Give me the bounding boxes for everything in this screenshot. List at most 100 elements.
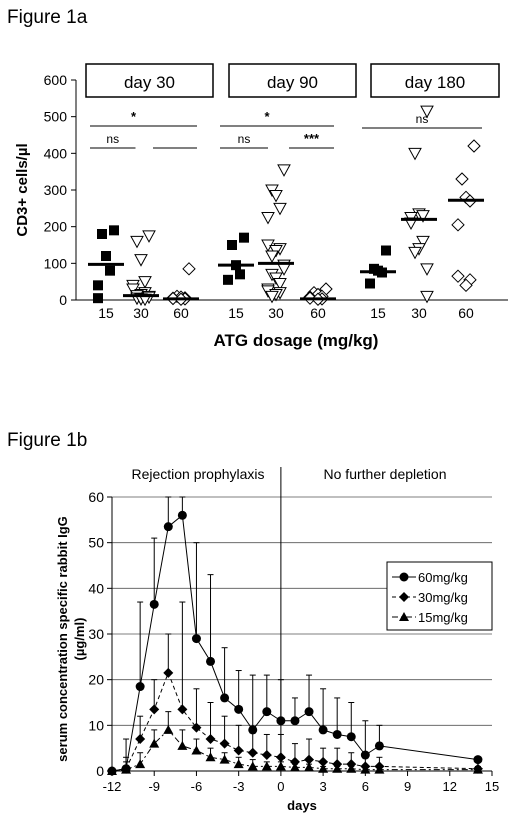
significance-label: ns (416, 112, 429, 126)
data-point (247, 747, 258, 758)
data-point (191, 722, 202, 733)
data-point (420, 105, 434, 119)
data-point (332, 729, 342, 739)
data-point (205, 734, 216, 745)
x-tick-label: 30 (268, 305, 284, 321)
data-point (360, 764, 371, 774)
group-label-box (85, 63, 214, 98)
data-point (318, 763, 329, 773)
data-point (239, 232, 249, 243)
group-label-box (370, 63, 500, 98)
data-point (420, 263, 434, 276)
data-point (459, 278, 473, 293)
x-tick-label: -3 (233, 779, 245, 794)
data-point (206, 656, 216, 666)
data-point (149, 738, 160, 748)
data-point (273, 202, 287, 216)
data-point (473, 755, 483, 765)
legend: 60mg/kg 30mg/kg 15mg/kg (386, 561, 493, 631)
data-point (247, 761, 258, 771)
y-tick-label: 600 (44, 72, 68, 88)
data-point (135, 734, 146, 745)
data-point (374, 741, 384, 751)
y-tick-label: 20 (88, 672, 104, 688)
data-point (177, 510, 187, 520)
data-point (262, 707, 272, 717)
x-tick-label: 12 (443, 779, 457, 794)
data-point (332, 763, 343, 773)
y-tick-label: 60 (88, 489, 104, 505)
x-tick-label: 60 (310, 305, 326, 321)
legend-marker (399, 612, 409, 621)
group-day-30: day 30 15 30 60 * ns (85, 63, 214, 321)
figure-1a-title: Figure 1a (7, 7, 88, 28)
group-label: day 180 (405, 73, 466, 92)
data-point (105, 265, 115, 276)
data-point (233, 745, 244, 756)
data-point (276, 716, 286, 726)
group-day-90: day 90 15 30 60 * ns *** (218, 63, 357, 321)
annotation-no-further-depletion: No further depletion (324, 466, 447, 482)
x-tick-label: 3 (319, 779, 326, 794)
data-point (304, 754, 315, 765)
data-point (265, 290, 279, 304)
legend-item: 15mg/kg (392, 610, 468, 625)
figure-1b-title: Figure 1b (7, 430, 88, 451)
data-point (138, 276, 152, 289)
data-point (149, 599, 159, 609)
legend-item: 30mg/kg (392, 590, 468, 605)
group-label-box (228, 63, 357, 98)
data-point (261, 750, 272, 761)
x-tick-label: 0 (277, 779, 284, 794)
chart-1a-scatter: 0 100 200 300 400 500 600 CD3+ cells/µl ATG dosa… (14, 63, 508, 350)
y-tick-label: 400 (44, 145, 68, 161)
data-point (346, 732, 356, 742)
data-point (346, 763, 357, 773)
data-point (273, 278, 287, 291)
data-point (416, 235, 430, 249)
data-point (420, 290, 434, 304)
x-tick-label: -12 (103, 779, 122, 794)
data-point (365, 278, 375, 289)
data-point (163, 522, 173, 532)
y-axis-label: serum concentration specific rabbit IgG(… (55, 516, 87, 762)
data-point (275, 752, 286, 763)
data-point (261, 761, 272, 771)
data-point (416, 210, 430, 223)
group-label: day 90 (267, 73, 318, 92)
significance-label: * (264, 109, 270, 124)
x-tick-label: -9 (148, 779, 160, 794)
data-point (304, 707, 314, 717)
data-point (234, 704, 244, 714)
data-point (220, 693, 230, 703)
data-point (191, 634, 201, 644)
data-point (219, 738, 230, 749)
y-axis-label: CD3+ cells/µl (14, 143, 31, 236)
x-tick-label: 60 (458, 305, 474, 321)
data-point (455, 172, 469, 186)
y-tick-label: 0 (59, 292, 67, 308)
y-tick-label: 100 (44, 255, 68, 271)
x-tick-label: 30 (411, 305, 427, 321)
y-tick-label: 40 (88, 580, 104, 596)
x-tick-label: 15 (228, 305, 244, 321)
data-point (275, 761, 286, 771)
significance-label: * (131, 109, 137, 124)
legend-marker (399, 572, 409, 582)
y-tick-label: 30 (88, 626, 104, 642)
x-tick-label: 6 (362, 779, 369, 794)
legend-label: 15mg/kg (418, 610, 468, 625)
data-point (191, 745, 202, 755)
y-axis-label-line: (µg/ml) (72, 618, 87, 661)
data-point (227, 240, 237, 250)
series-30mg-kg (107, 601, 483, 776)
data-point (177, 704, 188, 715)
data-point (101, 251, 111, 261)
group-day-180: day 180 15 30 60 ns (360, 63, 500, 321)
x-tick-label: -6 (191, 779, 203, 794)
data-point (134, 254, 148, 267)
data-point (109, 225, 119, 236)
y-tick-label: 500 (44, 109, 68, 125)
data-point (107, 766, 117, 775)
